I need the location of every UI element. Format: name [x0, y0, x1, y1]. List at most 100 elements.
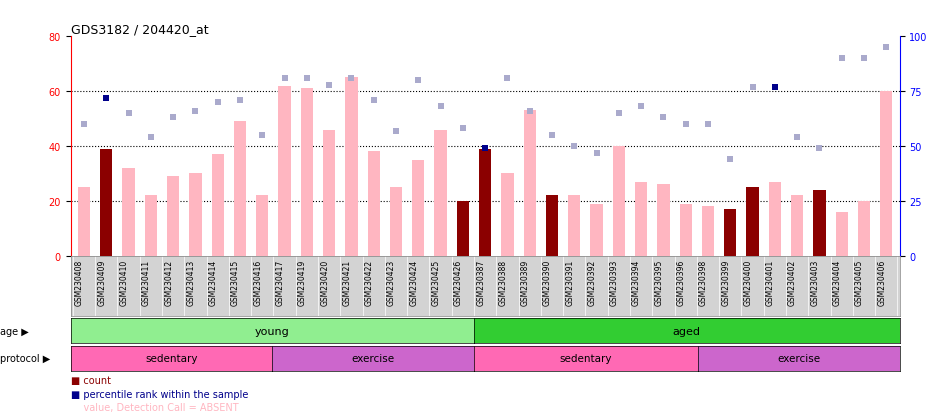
Point	[233, 97, 248, 104]
Text: GSM230387: GSM230387	[476, 259, 485, 305]
Text: young: young	[255, 326, 289, 336]
Text: GSM230420: GSM230420	[320, 259, 329, 305]
Text: age ▶: age ▶	[0, 326, 29, 336]
Point	[745, 84, 760, 91]
Bar	[122, 169, 135, 256]
Bar	[769, 182, 781, 256]
Text: sedentary: sedentary	[560, 354, 612, 363]
Text: GSM230423: GSM230423	[387, 259, 396, 305]
Bar	[679, 204, 691, 256]
Point	[478, 145, 493, 152]
Text: GSM230415: GSM230415	[231, 259, 240, 305]
Bar	[346, 78, 358, 256]
Text: GSM230400: GSM230400	[743, 259, 753, 305]
Point	[522, 108, 537, 115]
Point	[99, 95, 114, 102]
Point	[76, 121, 91, 128]
Point	[277, 76, 292, 82]
Text: aged: aged	[673, 326, 701, 336]
Text: GSM230396: GSM230396	[676, 259, 686, 305]
Text: GSM230417: GSM230417	[276, 259, 284, 305]
Text: GSM230422: GSM230422	[365, 259, 374, 305]
Text: GSM230425: GSM230425	[431, 259, 441, 305]
Point	[210, 100, 225, 106]
Point	[455, 126, 470, 133]
Text: GSM230409: GSM230409	[97, 259, 106, 305]
Bar	[791, 196, 804, 256]
Point	[789, 135, 804, 141]
Point	[500, 76, 515, 82]
Point	[678, 121, 693, 128]
Text: GSM230421: GSM230421	[343, 259, 351, 305]
Point	[812, 145, 827, 152]
Bar	[367, 152, 380, 256]
Bar	[413, 160, 425, 256]
Text: GSM230410: GSM230410	[120, 259, 129, 305]
Bar	[457, 201, 469, 256]
Text: ■ percentile rank within the sample: ■ percentile rank within the sample	[71, 389, 248, 399]
Bar	[501, 174, 513, 256]
Point	[701, 121, 716, 128]
Text: GSM230419: GSM230419	[298, 259, 307, 305]
Text: GSM230394: GSM230394	[632, 259, 642, 305]
Text: GSM230414: GSM230414	[209, 259, 218, 305]
Bar	[702, 207, 714, 256]
Bar	[658, 185, 670, 256]
Text: GSM230403: GSM230403	[810, 259, 820, 305]
Text: GSM230389: GSM230389	[521, 259, 529, 305]
Bar	[434, 130, 447, 256]
Bar	[591, 204, 603, 256]
Text: GSM230390: GSM230390	[543, 259, 552, 305]
Point	[567, 143, 582, 150]
Bar	[568, 196, 580, 256]
Bar	[100, 150, 112, 256]
Bar	[813, 190, 825, 256]
Bar	[256, 196, 268, 256]
Bar	[300, 89, 313, 256]
Bar	[167, 177, 179, 256]
Point	[321, 82, 336, 89]
Text: GSM230395: GSM230395	[655, 259, 663, 305]
Text: GSM230424: GSM230424	[409, 259, 418, 305]
Text: exercise: exercise	[777, 354, 820, 363]
Point	[879, 45, 894, 52]
Text: GSM230404: GSM230404	[833, 259, 841, 305]
Point	[433, 104, 448, 111]
Text: GSM230405: GSM230405	[855, 259, 864, 305]
Point	[366, 97, 382, 104]
Bar	[390, 188, 402, 256]
Bar	[858, 201, 870, 256]
Text: GSM230402: GSM230402	[788, 259, 797, 305]
Text: GSM230388: GSM230388	[498, 259, 508, 305]
Text: GSM230392: GSM230392	[588, 259, 596, 305]
Point	[388, 128, 403, 135]
Point	[166, 115, 181, 121]
Bar	[145, 196, 157, 256]
Text: GSM230393: GSM230393	[609, 259, 619, 305]
Bar	[524, 111, 536, 256]
Point	[856, 56, 871, 62]
Bar	[212, 155, 224, 256]
Point	[544, 133, 560, 139]
Text: GSM230391: GSM230391	[565, 259, 575, 305]
Point	[187, 108, 203, 115]
Bar	[545, 196, 558, 256]
Point	[768, 84, 783, 91]
Text: GSM230398: GSM230398	[699, 259, 708, 305]
Point	[656, 115, 671, 121]
Text: ■ count: ■ count	[71, 375, 110, 385]
Point	[300, 76, 315, 82]
Text: GSM230426: GSM230426	[454, 259, 463, 305]
Bar	[880, 92, 892, 256]
Bar	[479, 150, 492, 256]
Bar	[78, 188, 90, 256]
Point	[611, 111, 626, 117]
Text: GSM230411: GSM230411	[142, 259, 151, 305]
Text: GDS3182 / 204420_at: GDS3182 / 204420_at	[71, 23, 208, 36]
Text: GSM230408: GSM230408	[75, 259, 84, 305]
Bar	[635, 182, 647, 256]
Text: protocol ▶: protocol ▶	[0, 354, 50, 363]
Bar	[836, 212, 848, 256]
Text: sedentary: sedentary	[145, 354, 198, 363]
Bar	[323, 130, 335, 256]
